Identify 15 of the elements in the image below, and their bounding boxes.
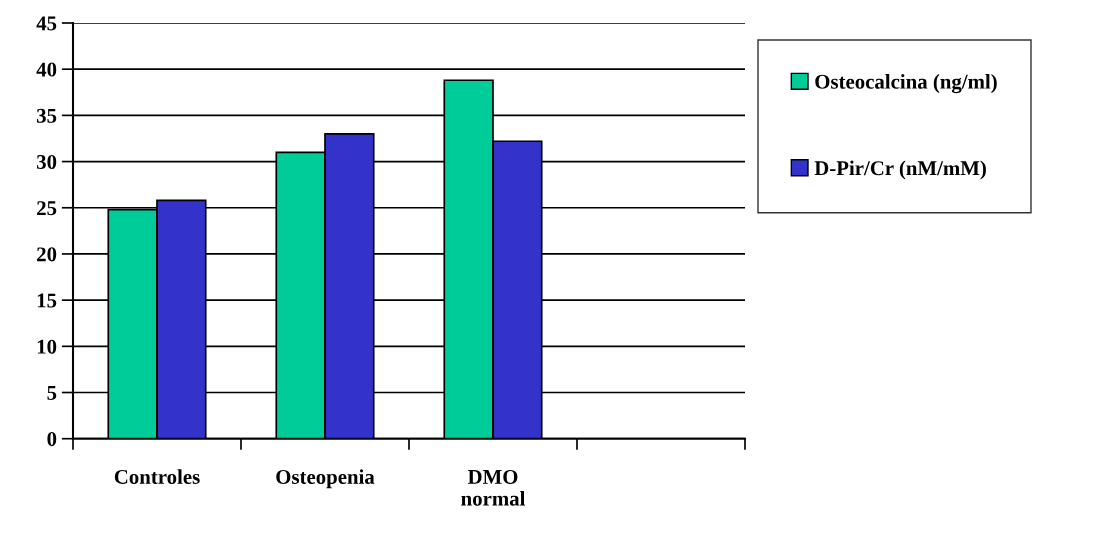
y-tick-label: 30 xyxy=(36,154,57,169)
y-tick-label: 40 xyxy=(36,62,57,77)
legend-label: Osteocalcina (ng/ml) xyxy=(815,74,997,94)
x-tick-label: DMO normal xyxy=(461,469,526,506)
legend-label: D-Pir/Cr (nM/mM) xyxy=(814,160,986,180)
y-tick-label: 10 xyxy=(37,339,57,354)
x-tick-label: Controles xyxy=(114,469,200,484)
x-tick-label: Osteopenia xyxy=(276,469,375,489)
y-tick-label: 15 xyxy=(37,293,57,308)
y-tick-label: 45 xyxy=(36,16,57,31)
y-tick-label: 35 xyxy=(36,108,57,123)
y-tick-label: 25 xyxy=(37,201,57,216)
y-tick-label: 20 xyxy=(37,247,57,262)
y-tick-label: 5 xyxy=(47,386,57,400)
y-tick-label: 0 xyxy=(47,432,57,447)
